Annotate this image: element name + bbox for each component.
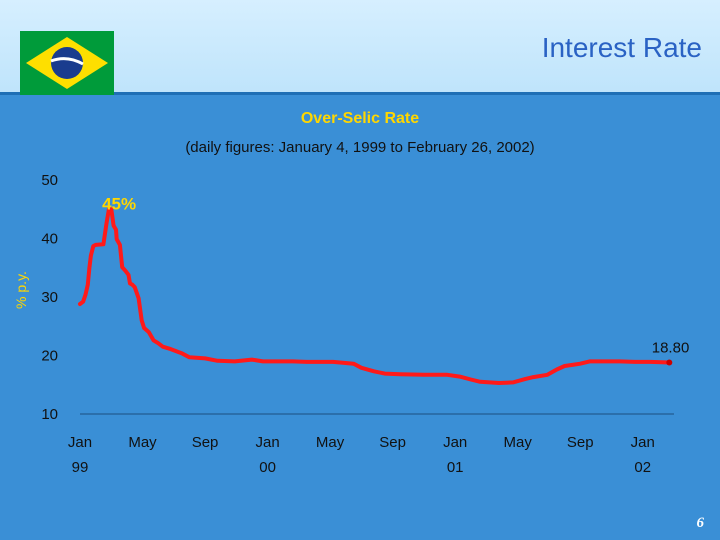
- chart-title: Over-Selic Rate: [300, 110, 420, 127]
- x-tick-label: Jan: [68, 434, 92, 451]
- data-point: [94, 243, 98, 247]
- x-tick-year-label: 00: [259, 459, 276, 476]
- data-point: [126, 273, 130, 277]
- header-divider: [0, 92, 720, 95]
- peak-annotation: 45%: [102, 194, 136, 213]
- data-point: [133, 285, 137, 289]
- data-point: [261, 359, 265, 363]
- chart-subtitle: (daily figures: January 4, 1999 to Febru…: [185, 139, 535, 156]
- data-point: [105, 221, 109, 225]
- data-point: [563, 364, 567, 368]
- data-point: [156, 341, 160, 345]
- data-point: [78, 302, 82, 306]
- data-point: [86, 283, 90, 287]
- x-tick-label: Sep: [192, 434, 219, 451]
- data-point: [273, 359, 277, 363]
- data-point: [112, 224, 116, 228]
- data-point: [118, 243, 122, 247]
- data-point: [137, 296, 141, 300]
- y-axis-label: % p.y.: [13, 271, 29, 309]
- y-tick-label: 30: [41, 289, 58, 306]
- data-point: [203, 356, 207, 360]
- data-point: [87, 266, 91, 270]
- brazil-flag-icon: [20, 31, 114, 95]
- data-point: [570, 363, 574, 367]
- data-point: [169, 347, 173, 351]
- end-value-annotation: 18.80: [652, 340, 690, 357]
- data-point: [140, 318, 144, 322]
- data-point: [458, 375, 462, 379]
- data-point: [578, 362, 582, 366]
- data-point: [383, 372, 387, 376]
- x-tick-label: May: [504, 434, 533, 451]
- end-point-marker: [666, 359, 673, 366]
- x-tick-label: Sep: [379, 434, 406, 451]
- data-point: [147, 330, 151, 334]
- data-point: [445, 373, 449, 377]
- x-tick-year-label: 02: [634, 459, 651, 476]
- series-line: [78, 207, 672, 385]
- x-tick-label: Sep: [567, 434, 594, 451]
- data-point: [123, 269, 127, 273]
- data-point: [142, 326, 146, 330]
- data-point: [101, 242, 105, 246]
- data-point: [531, 375, 535, 379]
- data-point: [305, 360, 309, 364]
- data-point: [497, 381, 501, 385]
- page-title: Interest Rate: [541, 32, 702, 63]
- data-point: [359, 366, 363, 370]
- data-point: [469, 377, 473, 381]
- y-tick-label: 10: [41, 406, 58, 423]
- data-point: [372, 369, 376, 373]
- data-point: [180, 351, 184, 355]
- slide-header: [0, 0, 720, 92]
- data-point: [107, 207, 111, 211]
- data-point: [317, 360, 321, 364]
- page-number: 6: [696, 515, 705, 531]
- x-tick-label: Jan: [255, 434, 279, 451]
- data-point: [398, 372, 402, 376]
- data-point: [120, 265, 124, 269]
- y-tick-label: 20: [41, 348, 58, 365]
- data-point: [216, 359, 220, 363]
- data-point: [115, 237, 119, 241]
- data-point: [291, 359, 295, 363]
- data-point: [545, 373, 549, 377]
- data-point: [478, 380, 482, 384]
- data-point: [649, 360, 653, 364]
- data-point: [511, 380, 515, 384]
- data-point: [114, 228, 118, 232]
- data-point: [617, 359, 621, 363]
- data-point: [331, 360, 335, 364]
- x-tick-label: May: [316, 434, 345, 451]
- y-tick-label: 40: [41, 231, 58, 248]
- data-point: [250, 358, 254, 362]
- data-point: [524, 377, 527, 381]
- data-point: [588, 359, 592, 363]
- data-point: [633, 360, 637, 364]
- y-tick-label: 50: [41, 172, 58, 189]
- data-point: [161, 345, 165, 349]
- x-tick-year-label: 99: [72, 459, 89, 476]
- x-tick-year-label: 01: [447, 459, 464, 476]
- data-point: [83, 293, 87, 297]
- data-point: [352, 362, 356, 366]
- data-point: [89, 253, 93, 257]
- x-tick-label: Jan: [631, 434, 655, 451]
- data-point: [109, 207, 113, 211]
- x-tick-label: May: [128, 434, 157, 451]
- data-point: [599, 359, 603, 363]
- data-point: [187, 355, 191, 359]
- data-point: [128, 282, 132, 286]
- data-point: [81, 300, 85, 304]
- data-point: [151, 338, 155, 342]
- x-tick-label: Jan: [443, 434, 467, 451]
- data-point: [130, 283, 134, 287]
- data-point: [233, 359, 237, 363]
- data-point: [422, 373, 426, 377]
- data-point: [91, 244, 95, 248]
- data-point: [555, 368, 559, 372]
